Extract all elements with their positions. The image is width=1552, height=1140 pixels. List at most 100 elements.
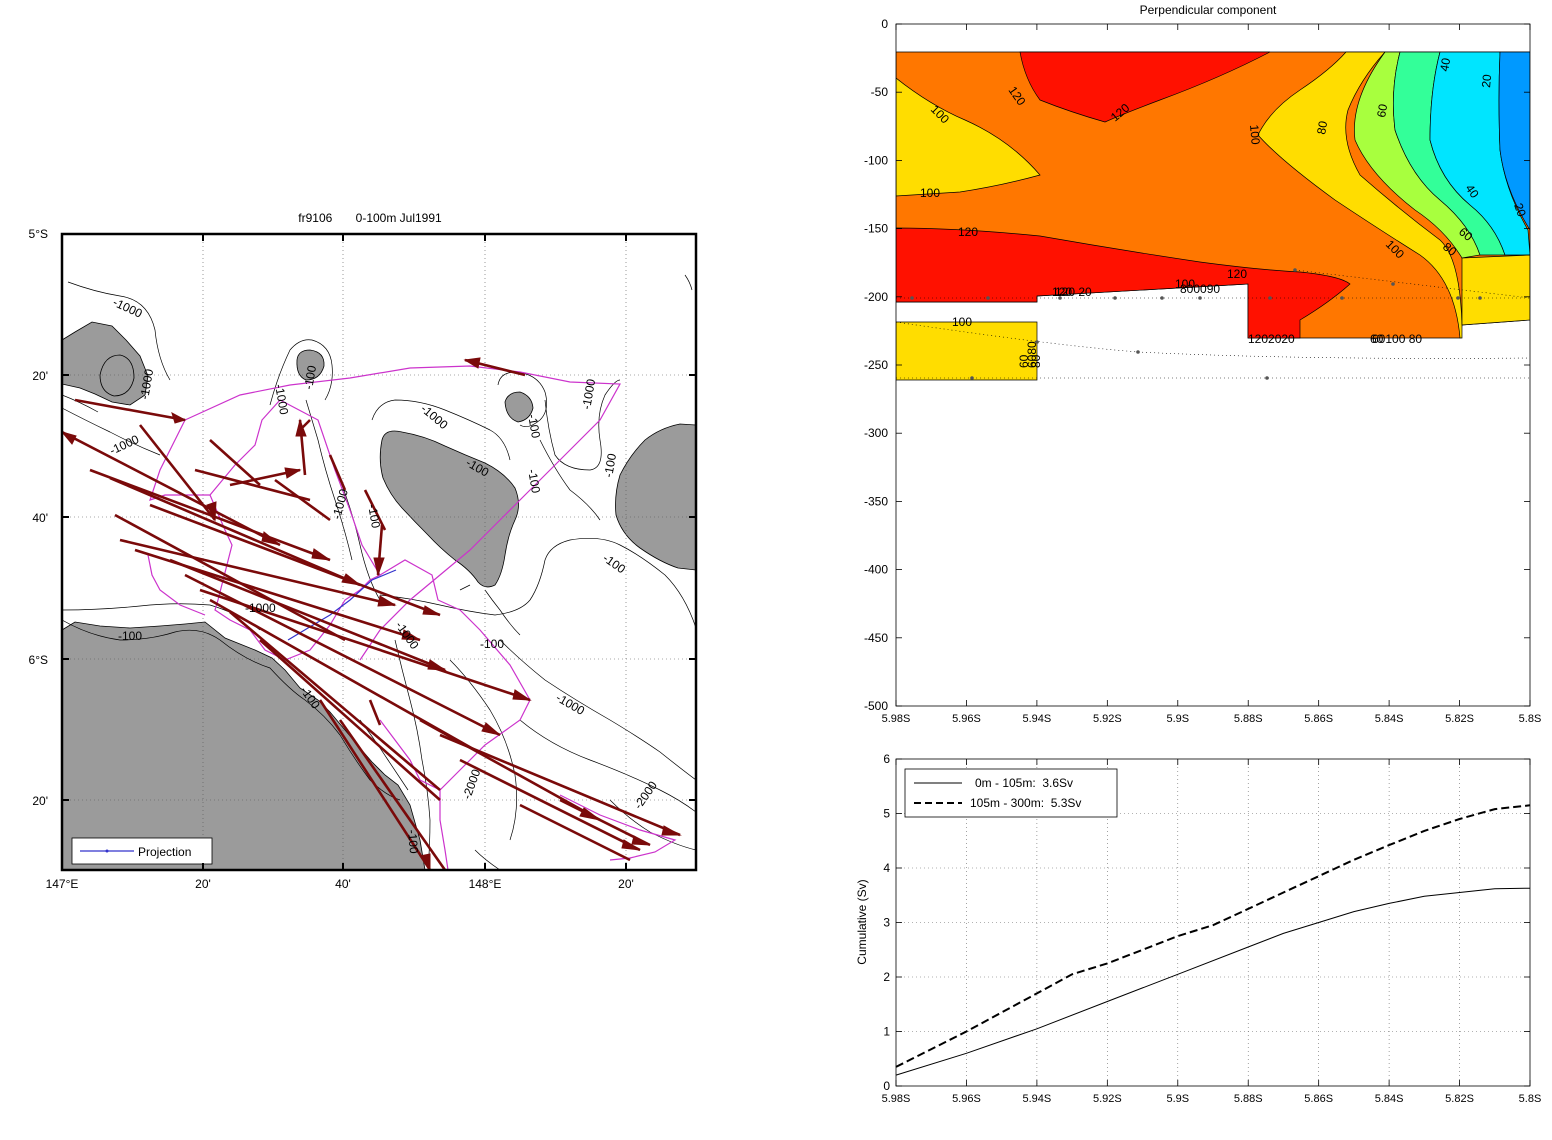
cumulative-x-axis: 5.98S 5.96S 5.94S 5.92S 5.9S 5.88S 5.86S 5.84S 5… [882, 759, 1542, 1105]
x-tick-label: 5.98S [882, 1093, 911, 1105]
map-lat-labels: 5°S 20' 40' 6°S 20' [29, 227, 48, 808]
section-contour-label: 20 [1479, 73, 1494, 88]
y-tick-label: -150 [864, 222, 888, 236]
x-tick-label: 5.8S [1519, 1093, 1542, 1105]
lon-label: 40' [335, 877, 351, 891]
lat-label: 5°S [29, 227, 48, 241]
section-contour-label: 100 [920, 186, 940, 200]
land-island-east [615, 423, 696, 571]
section-contour-label: 100 [952, 315, 972, 329]
section-title: Perpendicular component [1140, 3, 1277, 17]
y-tick-label: -400 [864, 563, 888, 577]
x-tick-label: 5.88S [1234, 713, 1263, 725]
map-contour-label: -1000 [137, 368, 156, 401]
land-island-small-east [504, 391, 534, 423]
map-title: fr9106 0-100m Jul1991 [298, 211, 442, 225]
legend-series-0: 0m - 105m: 3.6Sv [975, 776, 1073, 790]
contour-band-80-100-bottom [896, 321, 1038, 381]
map-ticks [62, 234, 696, 870]
x-tick-label: 5.92S [1093, 713, 1122, 725]
section-contour-label: 40 [1437, 57, 1453, 73]
map-contour-label: -100 [365, 503, 383, 529]
lon-label: 147°E [46, 877, 79, 891]
x-tick-label: 5.9S [1166, 713, 1189, 725]
x-tick-label: 5.94S [1023, 1093, 1052, 1105]
section-contour-label: 120 [1052, 285, 1072, 299]
section-contour-label: 80 [1314, 120, 1330, 136]
map-contour-label: -1000 [111, 295, 145, 321]
section-contour-label: 100 [1247, 124, 1263, 145]
section-contour-label: 800090 [1180, 282, 1220, 296]
section-contour-label: 120 [958, 225, 978, 239]
legend-marker-icon [105, 849, 109, 853]
section-y-axis: 0 -50 -100 -150 -200 -250 -300 -350 -400 -450 -500 [864, 17, 1530, 713]
y-tick-label: 0 [883, 1079, 890, 1093]
section-contour-label: 120 [1227, 267, 1247, 281]
y-tick-label: -350 [864, 494, 888, 508]
lat-label: 20' [32, 369, 48, 383]
projection-line [287, 569, 397, 641]
y-tick-label: 6 [883, 752, 890, 766]
map-contour-label: -100 [600, 551, 628, 576]
section-contour-label: 60 [1370, 332, 1384, 346]
map-contour-label: -1000 [107, 432, 141, 458]
section-contour-label: 1202020 [1248, 332, 1295, 346]
section-contour-label: 60 [1374, 103, 1390, 119]
land-coast-south [62, 621, 426, 870]
y-tick-label: -500 [864, 699, 888, 713]
x-tick-label: 5.92S [1093, 1093, 1122, 1105]
map-frame [60, 232, 698, 872]
y-tick-label: 4 [883, 861, 890, 875]
y-tick-label: -300 [864, 426, 888, 440]
ship-track [147, 365, 677, 870]
x-tick-label: 5.94S [1023, 713, 1052, 725]
land-island-small-north [296, 349, 325, 381]
contour-band-120-lower [896, 227, 1351, 339]
map-panel: fr9106 0-100m Jul1991 [29, 211, 698, 891]
x-tick-label: 5.84S [1375, 1093, 1404, 1105]
lon-label: 20' [618, 877, 634, 891]
cumulative-panel: 0 1 2 3 4 5 6 5.98S 5.96S 5.94S 5.92S 5.9S 5.88S 5.8… [855, 752, 1541, 1105]
legend-series-1: 105m - 300m: 5.3Sv [970, 796, 1081, 810]
y-tick-label: -100 [864, 153, 888, 167]
y-tick-label: 5 [883, 807, 890, 821]
x-tick-label: 5.84S [1375, 713, 1404, 725]
section-contour-label: 60 [1017, 354, 1031, 368]
y-tick-label: 1 [883, 1025, 890, 1039]
section-contour-label: 80 [1029, 354, 1043, 368]
map-contour-label: -2000 [631, 778, 660, 811]
section-contour-label: 120 20 [1055, 285, 1092, 299]
contour-band-120-plus [1019, 51, 1271, 123]
bathymetry-contours [62, 274, 696, 870]
map-legend: Projection [71, 837, 213, 865]
map-contour-labels: -1000 -1000 -1000 -100 -1000 -100 -1000 … [107, 295, 660, 854]
cumulative-ylabel: Cumulative (Sv) [855, 879, 869, 964]
lat-label: 20' [32, 794, 48, 808]
series-line-0 [895, 887, 1531, 1076]
x-tick-label: 5.88S [1234, 1093, 1263, 1105]
cumulative-y-axis: 0 1 2 3 4 5 6 [883, 752, 1530, 1093]
map-lon-labels: 147°E 20' 40' 148°E 20' [46, 877, 634, 891]
y-tick-label: 3 [883, 916, 890, 930]
x-tick-label: 5.96S [952, 713, 981, 725]
contour-band-80-100 [896, 77, 1041, 197]
y-tick-label: -450 [864, 631, 888, 645]
section-contour-label: 100 [1175, 277, 1195, 291]
map-contour-label: -1000 [272, 383, 291, 416]
x-tick-label: 5.98S [882, 713, 911, 725]
map-contour-label: -1000 [579, 378, 598, 411]
land-island-central [379, 430, 519, 588]
map-contour-label: -100 [480, 637, 504, 651]
lon-label: 148°E [469, 877, 502, 891]
x-tick-label: 5.86S [1304, 1093, 1333, 1105]
map-contour-label: -1000 [554, 690, 588, 718]
cumulative-series [895, 804, 1531, 1076]
map-contour-label: -1000 [245, 601, 276, 615]
x-tick-label: 5.96S [952, 1093, 981, 1105]
velocity-arrows [62, 357, 682, 870]
x-tick-label: 5.82S [1445, 713, 1474, 725]
map-contour-label: -100 [301, 364, 319, 390]
section-contour-label: 6080 [1025, 341, 1039, 368]
x-tick-label: 5.8S [1519, 713, 1542, 725]
lon-label: 20' [195, 877, 211, 891]
